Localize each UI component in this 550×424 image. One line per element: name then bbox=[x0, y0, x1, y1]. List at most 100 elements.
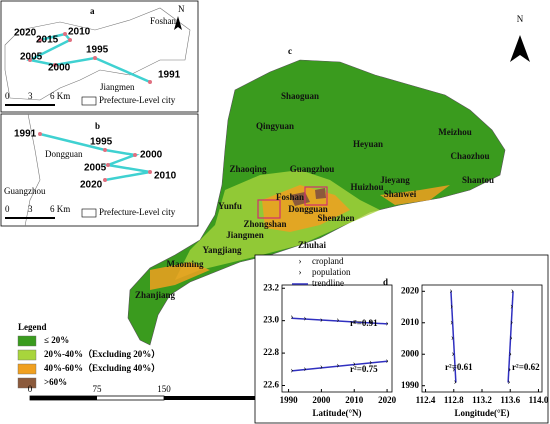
x-tick-label: 112.8 bbox=[444, 395, 464, 405]
x-tick-label: 2010 bbox=[345, 395, 364, 405]
point: › bbox=[336, 315, 339, 325]
city-label: Shenzhen bbox=[317, 213, 354, 223]
annotation: r²=0.91 bbox=[350, 318, 378, 328]
scale-label: 75 bbox=[93, 384, 103, 394]
x-tick-label: 2020 bbox=[378, 395, 397, 405]
panel-frame bbox=[254, 254, 549, 424]
legend-swatch bbox=[17, 363, 37, 375]
year-label: 2010 bbox=[68, 27, 91, 38]
city-label: Meizhou bbox=[438, 127, 472, 137]
north-label: N bbox=[178, 4, 185, 14]
panel-label: a bbox=[90, 6, 95, 16]
city-label: Yangjiang bbox=[202, 245, 242, 255]
point: › bbox=[353, 359, 356, 369]
x-tick-label: 112.4 bbox=[416, 395, 436, 405]
point: › bbox=[386, 355, 389, 365]
point: › bbox=[449, 285, 452, 295]
boundary bbox=[24, 113, 41, 227]
panel-label: c bbox=[288, 46, 292, 56]
legend-label: ≤ 20% bbox=[44, 335, 69, 345]
x-tick-label: 113.6 bbox=[500, 395, 520, 405]
point: › bbox=[353, 316, 356, 326]
year-label: 2005 bbox=[20, 52, 43, 63]
year-label: 2010 bbox=[154, 171, 177, 182]
panel-frame bbox=[0, 113, 199, 227]
year-label: 2005 bbox=[84, 163, 107, 174]
scale-label: 0 bbox=[5, 91, 10, 101]
legend-swatch bbox=[81, 96, 97, 106]
city-label: Zhuhai bbox=[298, 240, 327, 250]
city-label: Jieyang bbox=[380, 175, 410, 185]
scale-label: 6 Km bbox=[50, 91, 70, 101]
point: › bbox=[511, 285, 514, 295]
point: › bbox=[369, 357, 372, 367]
land-class-orange bbox=[150, 185, 450, 290]
point: › bbox=[510, 301, 513, 311]
y-tick-label: 1990 bbox=[401, 380, 420, 390]
city-label: Guangzhou bbox=[4, 186, 46, 196]
city-label: Shantou bbox=[462, 175, 494, 185]
annotation: r²=0.61 bbox=[445, 362, 473, 372]
y-tick-label: 22.8 bbox=[263, 347, 279, 357]
plot-frame bbox=[281, 284, 393, 393]
year-label: 2015 bbox=[36, 35, 59, 46]
x-tick-label: 114.0 bbox=[529, 395, 549, 405]
year-label: 1995 bbox=[86, 45, 109, 56]
trendline bbox=[291, 360, 388, 372]
scale-bar bbox=[5, 217, 55, 219]
point: › bbox=[369, 316, 372, 326]
y-tick-label: 2020 bbox=[401, 285, 420, 295]
city-label: Foshan bbox=[276, 192, 304, 202]
point: › bbox=[509, 348, 512, 358]
city-label: Shaoguan bbox=[281, 91, 319, 101]
year-label: 2000 bbox=[48, 63, 71, 74]
city-label: Jiangmen bbox=[226, 230, 264, 240]
city-label: Zhongshan bbox=[243, 219, 286, 229]
scale-label: 6 Km bbox=[50, 204, 70, 214]
scale-label: 3 bbox=[28, 204, 33, 214]
point: › bbox=[320, 362, 323, 372]
legend-marker: › bbox=[299, 256, 302, 266]
point: › bbox=[303, 313, 306, 323]
x-axis-label: Latitude(°N) bbox=[312, 408, 361, 418]
point: › bbox=[450, 301, 453, 311]
city-label: Foshan bbox=[150, 16, 177, 26]
scale-label: 3 bbox=[28, 91, 33, 101]
study-box bbox=[304, 186, 328, 206]
city-label: Maoming bbox=[167, 259, 204, 269]
point: › bbox=[290, 311, 293, 321]
trendline bbox=[291, 317, 388, 325]
land-class-brown bbox=[290, 188, 326, 206]
study-box bbox=[257, 199, 281, 219]
legend-swatch bbox=[17, 349, 37, 361]
city-label: Jiangmen bbox=[100, 82, 135, 92]
point: › bbox=[451, 333, 454, 343]
legend-label: cropland bbox=[312, 256, 344, 266]
point: › bbox=[320, 315, 323, 325]
point: › bbox=[386, 318, 389, 328]
legend-label: >60% bbox=[44, 377, 67, 387]
north-label: N bbox=[517, 14, 524, 24]
scale-bar bbox=[5, 104, 55, 106]
point: › bbox=[450, 317, 453, 327]
city-label: Guangzhou bbox=[290, 164, 335, 174]
city-label: Heyuan bbox=[353, 139, 383, 149]
boundary bbox=[4, 7, 191, 101]
legend-marker: › bbox=[299, 267, 302, 277]
trajectory bbox=[39, 132, 151, 182]
point: › bbox=[454, 377, 457, 387]
point: › bbox=[507, 377, 510, 387]
legend-label: Prefecture-Level city bbox=[99, 207, 176, 217]
city-label: Chaozhou bbox=[450, 151, 489, 161]
x-tick-label: 113.2 bbox=[472, 395, 492, 405]
point: › bbox=[452, 348, 455, 358]
year-label: 2000 bbox=[140, 150, 163, 161]
point: › bbox=[452, 364, 455, 374]
trendline bbox=[450, 291, 457, 383]
point: › bbox=[336, 360, 339, 370]
y-tick-label: 2010 bbox=[401, 317, 420, 327]
city-label: Zhanjiang bbox=[135, 290, 176, 300]
legend-swatch bbox=[17, 335, 37, 347]
y-tick-label: 23.0 bbox=[263, 315, 279, 325]
year-label: 1995 bbox=[90, 137, 113, 148]
